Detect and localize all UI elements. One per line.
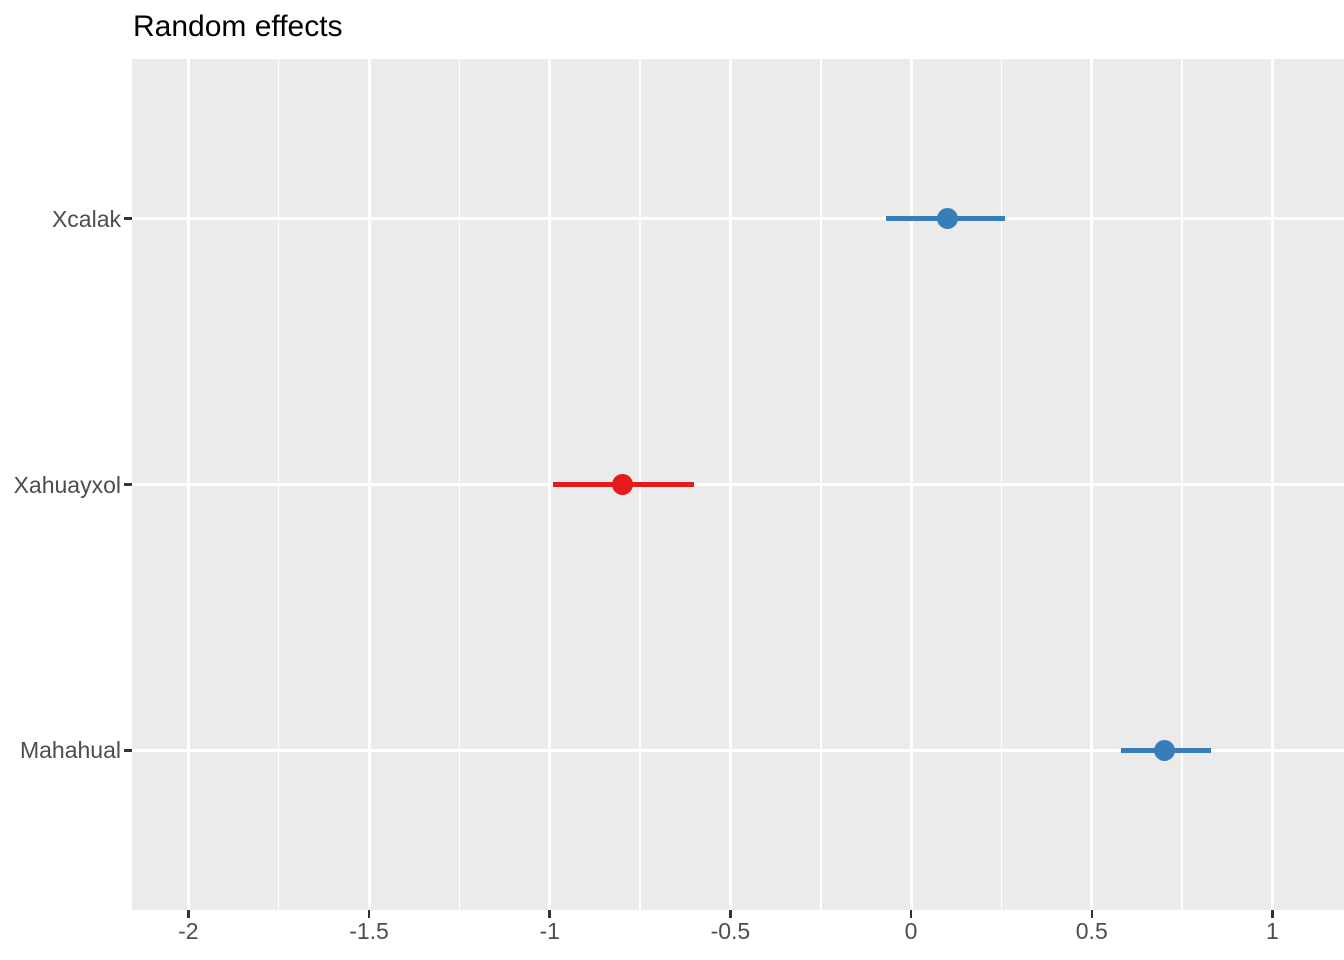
x-axis-tick-label: -0.5: [710, 918, 751, 944]
plot-panel: [132, 59, 1344, 910]
x-axis-tick-label: 0: [904, 918, 918, 944]
plot-title: Random effects: [133, 10, 343, 43]
x-axis-tick-label: -1: [539, 918, 560, 944]
estimate-point: [1153, 739, 1175, 761]
y-axis-tick: [124, 483, 132, 486]
x-axis-tick: [548, 910, 551, 918]
y-axis-category-label: Xcalak: [51, 205, 121, 232]
x-axis-tick: [1090, 910, 1094, 918]
x-axis-tick-label: 0.5: [1075, 918, 1108, 944]
gridline-major-horizontal: [132, 217, 1344, 220]
y-axis-tick: [124, 217, 132, 220]
x-axis-tick: [367, 910, 371, 918]
y-axis-category-label: Mahahual: [19, 737, 121, 764]
estimate-point: [936, 208, 958, 230]
gridline-major-horizontal: [132, 483, 1344, 486]
x-axis-tick-label: -2: [178, 918, 199, 944]
x-axis-tick: [729, 910, 732, 918]
gridline-major-horizontal: [132, 749, 1344, 752]
x-axis-tick: [187, 910, 190, 918]
x-axis-tick: [1271, 910, 1274, 918]
x-axis-tick: [909, 910, 913, 918]
estimate-point: [611, 474, 633, 495]
x-axis-tick-label: -1.5: [349, 918, 389, 944]
y-axis-category-label: Xahuayxol: [13, 471, 121, 498]
x-axis-tick-label: 1: [1266, 918, 1279, 944]
y-axis-tick: [124, 749, 132, 752]
